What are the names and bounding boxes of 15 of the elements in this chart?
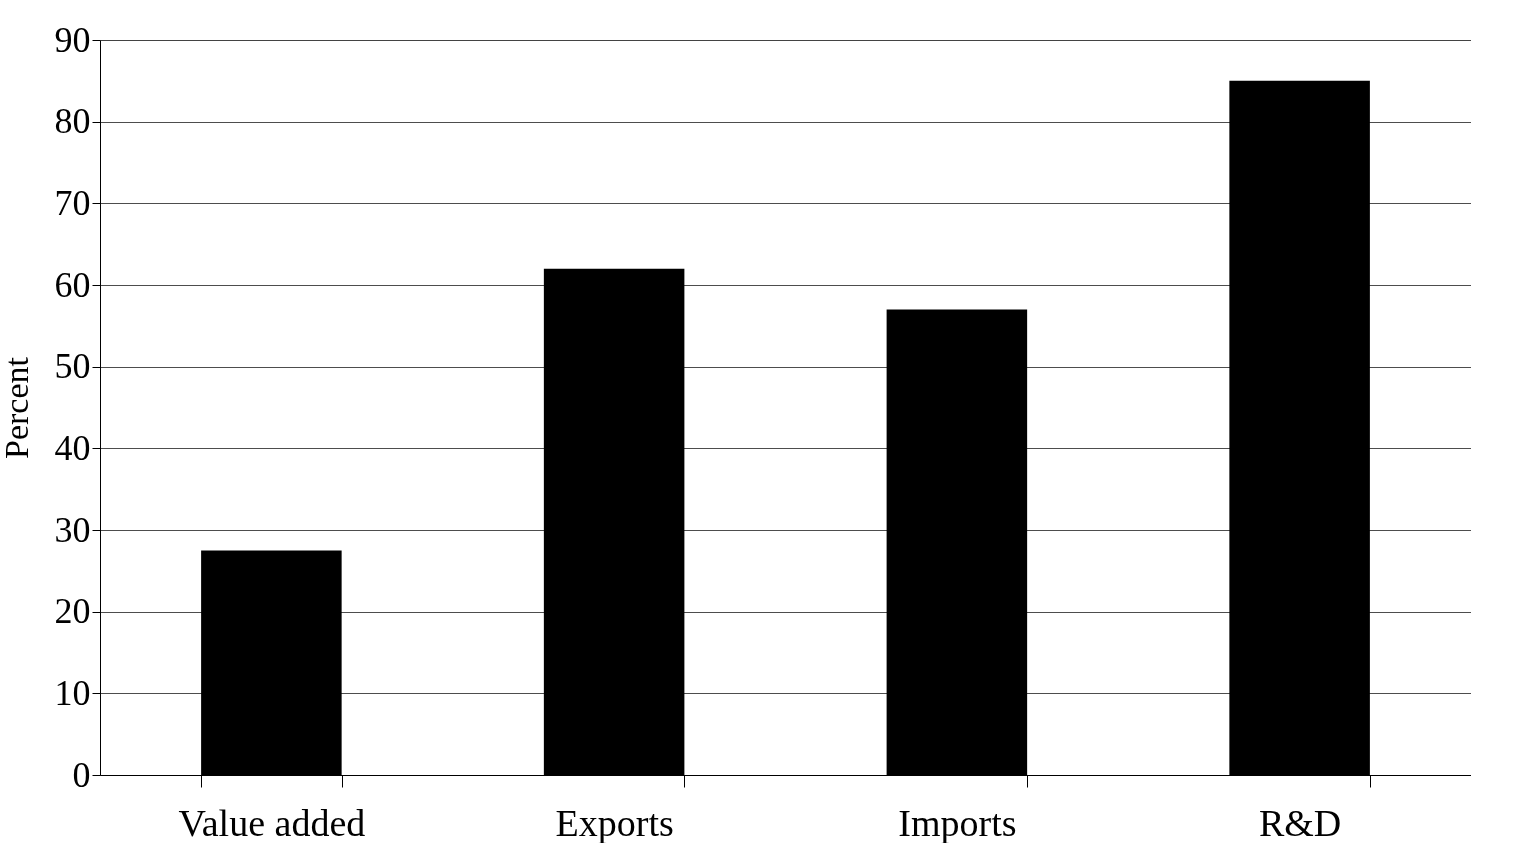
y-tick-label: 90 [54,19,91,60]
x-tick-label: Value added [178,801,366,844]
y-tick-label: 60 [54,264,91,305]
x-tick-label: R&D [1258,801,1342,844]
y-tick-label: 10 [54,672,91,713]
y-tick-label: 40 [54,427,91,468]
y-tick-label: 70 [54,182,91,223]
y-tick-label: 30 [54,509,91,550]
y-axis-title: Percent [0,356,35,459]
y-tick-label: 0 [72,754,91,795]
y-tick-label: 50 [54,346,91,387]
y-tick-label: 80 [54,101,91,142]
x-tick-label: Exports [555,801,674,844]
y-tick-label: 20 [54,591,91,632]
x-tick-label: Imports [898,801,1017,844]
